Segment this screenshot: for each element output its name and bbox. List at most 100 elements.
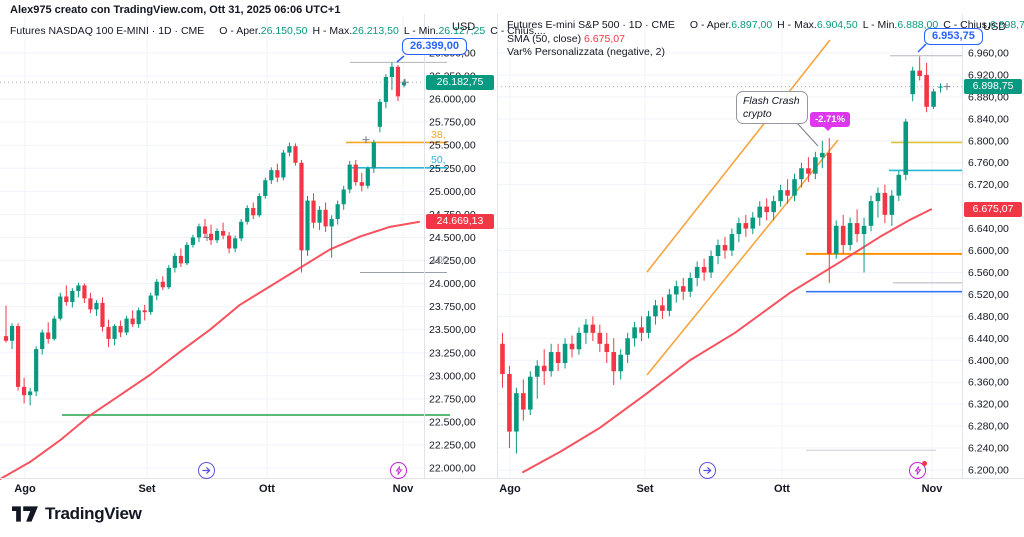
sp500-emini-futures-daily[interactable]: 6.960,00 6.920,00 6.880,00 6.840,00 6.800,00…: [497, 16, 1009, 495]
price-axis-label: 6.880,00: [968, 91, 1009, 103]
sma-line[interactable]: [522, 208, 932, 474]
open-value: 6.897,00: [731, 19, 773, 31]
grid: [498, 16, 962, 478]
sma-price-tag-nasdaq: 24.669,13: [426, 214, 494, 229]
notification-dot: [922, 461, 927, 466]
low-label: L - Min.: [862, 19, 898, 31]
price-axis-label: 6.440,00: [968, 333, 1009, 345]
timeline-arrow-icon[interactable]: [198, 462, 215, 479]
high-label: H - Max.: [312, 25, 353, 37]
price-axis-label: 6.200,00: [968, 464, 1009, 476]
lightning-icon[interactable]: [390, 462, 407, 479]
time-axis-separator: [0, 478, 1024, 479]
price-axis-label: 6.600,00: [968, 245, 1009, 257]
high-value: 6.904,50: [816, 19, 858, 31]
price-axis-label: 22.000,00: [429, 463, 476, 475]
fib-100-label: 100: [431, 254, 449, 266]
attribution-text: Alex975 creato con TradingView.com, Ott …: [10, 4, 341, 16]
price-axis-label: 6.720,00: [968, 179, 1009, 191]
price-axis-label: 24.250,00: [429, 255, 476, 267]
open-label: O - Aper.: [219, 25, 261, 37]
channel-upper[interactable]: [646, 39, 831, 273]
price-axis-label: 6.840,00: [968, 113, 1009, 125]
currency-label-left: USD: [452, 21, 476, 33]
time-axis-label: Ott: [774, 483, 790, 495]
time-axis-label: Nov: [393, 483, 415, 495]
sma-label[interactable]: SMA (50, close): [507, 32, 582, 45]
open-label: O - Aper.: [689, 19, 732, 31]
nasdaq-100-futures-daily[interactable]: 26.500,0026.250,0026.000,0025.750,0025.5…: [0, 16, 476, 495]
price-axis-label: 6.240,00: [968, 443, 1009, 455]
candlestick-series[interactable]: [3, 62, 407, 406]
sma-line[interactable]: [0, 220, 420, 481]
price-axis-label: 23.000,00: [429, 370, 476, 382]
callout-tail: [396, 55, 405, 63]
price-axis-label: 6.280,00: [968, 421, 1009, 433]
annotation-line2: crypto: [743, 107, 772, 120]
time-axis-label: Ago: [499, 483, 521, 495]
sma-value: 6.675,07: [584, 32, 625, 45]
legend-row-var: Var% Personalizzata (negative, 2): [507, 46, 1024, 60]
time-axis[interactable]: Ago Set Ott Nov: [14, 483, 414, 495]
price-axis-label: 23.250,00: [429, 347, 476, 359]
sma-price-tag-sp500: 6.675,07: [964, 202, 1022, 217]
currency-label-right: USD: [983, 21, 1007, 33]
price-axis-label: 6.640,00: [968, 223, 1009, 235]
close-value: 6.898,75...: [989, 19, 1024, 31]
last-price-tag-nasdaq: 26.182,75: [426, 75, 494, 90]
left-axis-separator: [424, 14, 425, 478]
open-value: 26.150,50: [260, 25, 308, 37]
price-axis[interactable]: 26.500,0026.250,0026.000,0025.750,0025.5…: [429, 48, 476, 475]
timeline-arrow-icon[interactable]: [699, 462, 716, 479]
price-axis-label: 6.920,00: [968, 69, 1009, 81]
price-axis[interactable]: 6.960,00 6.920,00 6.880,00 6.840,00 6.800,00…: [968, 48, 1009, 477]
grid: [0, 16, 447, 478]
var-indicator-label[interactable]: Var% Personalizzata (negative, 2): [507, 46, 665, 58]
price-axis-label: 6.480,00: [968, 311, 1009, 323]
high-price-callout-nasdaq[interactable]: 26.399,00: [402, 38, 467, 55]
time-axis-label: Ott: [259, 483, 275, 495]
price-axis-label: 22.750,00: [429, 393, 476, 405]
price-axis-label: 23.750,00: [429, 301, 476, 313]
price-axis-label: 6.560,00: [968, 267, 1009, 279]
annotation-line1: Flash Crash: [743, 95, 800, 107]
symbol-title[interactable]: Futures E-mini S&P 500 · 1D · CME: [507, 19, 675, 31]
high-label: H - Max.: [777, 19, 817, 31]
low-value: 26.127,25: [438, 25, 486, 37]
lightning-icon-notification[interactable]: [909, 461, 927, 479]
time-axis-label: Set: [636, 483, 653, 495]
fib-382-label: 38,: [431, 129, 446, 141]
time-axis-label: Set: [138, 483, 155, 495]
flash-crash-annotation[interactable]: Flash Crash crypto: [736, 91, 808, 124]
price-axis-label: 6.360,00: [968, 377, 1009, 389]
price-axis-label: 22.250,00: [429, 439, 476, 451]
channel-lower[interactable]: [646, 139, 839, 376]
close-label: C - Chius....: [490, 25, 546, 37]
price-axis-label: 6.520,00: [968, 289, 1009, 301]
price-axis-label: 6.960,00: [968, 48, 1009, 60]
price-axis-label: 25.500,00: [429, 140, 476, 152]
high-value: 26.213,50: [352, 25, 399, 37]
symbol-title[interactable]: Futures NASDAQ 100 E-MINI · 1D · CME: [10, 25, 205, 37]
candlestick-series[interactable]: [500, 56, 943, 454]
price-axis-label: 24.000,00: [429, 278, 476, 290]
tradingview-logo[interactable]: TradingView: [12, 504, 142, 524]
high-price-callout-sp500[interactable]: 6.953,75: [924, 28, 983, 45]
price-axis-label: 25.000,00: [429, 186, 476, 198]
time-axis-label: Nov: [922, 483, 944, 495]
price-axis-label: 26.000,00: [429, 94, 476, 106]
chart-legend-nasdaq[interactable]: Futures NASDAQ 100 E-MINI · 1D · CME O - …: [10, 25, 546, 37]
legend-row-sma: SMA (50, close) 6.675,07: [507, 33, 1024, 47]
price-axis-label: 24.500,00: [429, 232, 476, 244]
tradingview-logo-mark: [12, 506, 38, 522]
price-axis-label: 6.400,00: [968, 355, 1009, 367]
callout-tail: [917, 43, 927, 53]
tradingview-logo-text: TradingView: [45, 504, 142, 523]
price-axis-label: 23.500,00: [429, 324, 476, 336]
var-percent-badge[interactable]: -2.71%: [810, 112, 850, 131]
time-axis[interactable]: Ago Set Ott Nov: [499, 483, 943, 495]
time-axis-label: Ago: [14, 483, 36, 495]
last-price-tag-sp500: 6.898,75: [964, 79, 1022, 94]
